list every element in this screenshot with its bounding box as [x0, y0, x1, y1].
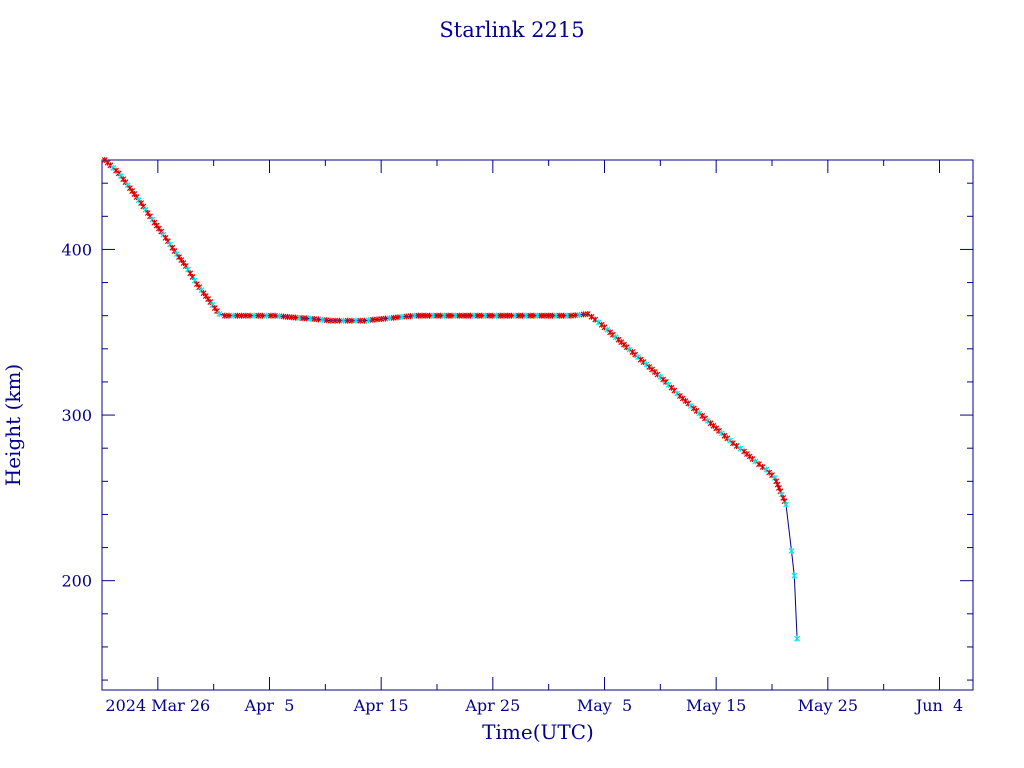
axis-ticks — [101, 160, 973, 690]
data-point — [794, 635, 801, 642]
data-point — [783, 501, 789, 508]
data-point — [733, 443, 740, 449]
data-point — [752, 458, 759, 465]
x-tick-label: May 25 — [798, 696, 858, 715]
data-series — [104, 159, 798, 639]
plot-frame — [101, 159, 974, 691]
x-tick-label: May 5 — [577, 696, 632, 715]
data-point — [238, 312, 245, 319]
data-point — [140, 203, 147, 210]
data-point — [357, 317, 364, 324]
x-tick-label: Apr 15 — [353, 696, 409, 715]
data-point — [336, 317, 343, 324]
y-axis-label: Height (km) — [1, 364, 25, 486]
data-point — [729, 440, 736, 447]
data-point — [162, 234, 169, 241]
chart-title: Starlink 2215 — [439, 18, 584, 42]
x-axis-label: Time(UTC) — [482, 720, 594, 744]
data-point — [147, 213, 153, 220]
data-point — [216, 311, 223, 317]
y-tick-label: 300 — [61, 406, 92, 425]
data-point — [788, 547, 795, 554]
data-point — [344, 317, 351, 324]
series-line — [104, 159, 798, 639]
data-point — [226, 312, 232, 319]
x-tick-label: 2024 Mar 26 — [105, 696, 210, 715]
data-point — [332, 317, 339, 324]
x-tick-label: Apr 25 — [464, 696, 520, 715]
data-point — [737, 445, 744, 452]
y-tick-label: 200 — [61, 572, 92, 591]
data-point — [230, 312, 237, 319]
data-point — [255, 312, 262, 319]
x-tick-labels: 2024 Mar 26 Apr 5 Apr 15 Apr 25 May 5 May 15 M… — [105, 696, 963, 715]
data-point — [584, 311, 591, 317]
x-tick-label: May 15 — [686, 696, 746, 715]
data-point — [251, 312, 258, 319]
data-point — [221, 312, 228, 319]
data-markers — [101, 157, 801, 642]
x-tick-label: Jun 4 — [914, 696, 963, 715]
data-point — [759, 464, 766, 470]
data-point — [267, 312, 274, 319]
data-point — [234, 312, 241, 319]
data-point — [592, 316, 599, 323]
data-point — [353, 317, 359, 324]
y-tick-label: 400 — [61, 240, 92, 259]
data-point — [263, 312, 270, 319]
data-point — [756, 461, 762, 468]
data-point — [242, 312, 249, 319]
y-tick-labels: 200 300 400 — [61, 240, 92, 590]
data-point — [588, 313, 595, 320]
data-point — [327, 317, 334, 324]
x-tick-label: Apr 5 — [244, 696, 295, 715]
data-point — [340, 317, 347, 324]
data-point — [169, 244, 176, 251]
data-point — [259, 312, 266, 319]
data-point — [791, 572, 798, 579]
